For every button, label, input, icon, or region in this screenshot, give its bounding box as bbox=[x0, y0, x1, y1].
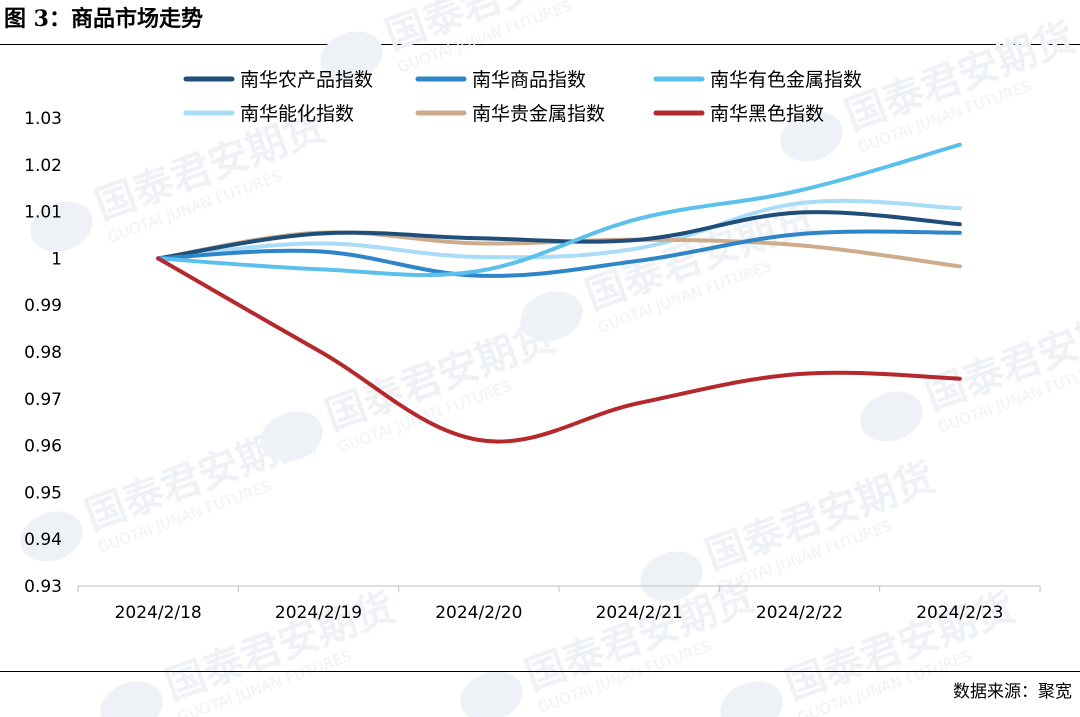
series-line bbox=[156, 229, 962, 278]
watermark-text: 国泰君安期货 bbox=[319, 314, 560, 439]
y-tick-label: 0.95 bbox=[24, 483, 62, 503]
y-tick-label: 0.97 bbox=[24, 390, 62, 410]
legend-label: 南华黑色指数 bbox=[710, 103, 824, 125]
watermark-logo-icon bbox=[320, 31, 383, 82]
y-tick-label: 1.01 bbox=[24, 203, 62, 223]
source-label: 数据来源： bbox=[953, 682, 1038, 702]
watermark-logo-icon bbox=[260, 411, 323, 462]
legend-item: 南华商品指数 bbox=[415, 69, 586, 91]
legend-label: 南华商品指数 bbox=[472, 69, 586, 91]
y-tick-label: 0.94 bbox=[24, 530, 62, 550]
watermark-logo-icon bbox=[30, 201, 93, 252]
series-layer bbox=[156, 142, 962, 444]
watermark-logo-icon bbox=[20, 511, 83, 562]
top-divider bbox=[0, 44, 1080, 45]
legend-item: 南华黑色指数 bbox=[653, 103, 824, 125]
axis-layer: 2024/2/18 2024/2/19 2024/2/20 2024/2/21 2024… bbox=[24, 109, 1041, 623]
page-title: 图 3：商品市场走势 bbox=[4, 6, 203, 32]
legend-label: 南华有色金属指数 bbox=[710, 69, 862, 91]
y-tick-label: 1.03 bbox=[24, 109, 62, 129]
watermark-logo-icon bbox=[780, 111, 843, 162]
legend-item: 南华能化指数 bbox=[183, 103, 354, 125]
y-tick-label: 0.93 bbox=[24, 577, 62, 597]
x-tick-label: 2024/2/20 bbox=[435, 603, 522, 623]
series-line bbox=[156, 142, 962, 278]
y-tick-label: 0.96 bbox=[24, 437, 62, 457]
y-tick-label: 1 bbox=[51, 249, 62, 269]
series-line bbox=[156, 198, 962, 261]
source-note: 数据来源：聚宽 bbox=[953, 680, 1072, 704]
legend-item: 南华有色金属指数 bbox=[653, 69, 862, 91]
bottom-divider bbox=[0, 671, 1080, 672]
watermark-logo-icon bbox=[640, 551, 703, 602]
watermark-text: 国泰君安期货 bbox=[699, 454, 940, 579]
x-tick-label: 2024/2/21 bbox=[596, 603, 683, 623]
watermark-logo-icon bbox=[720, 681, 783, 717]
y-tick-label: 1.02 bbox=[24, 156, 62, 176]
series-line bbox=[156, 256, 962, 444]
series-line bbox=[156, 210, 962, 261]
legend-label: 南华贵金属指数 bbox=[472, 103, 605, 125]
legend-item: 南华贵金属指数 bbox=[415, 103, 605, 125]
watermark-logo-icon bbox=[860, 391, 923, 442]
source-name: 聚宽 bbox=[1038, 682, 1072, 702]
watermark-logo-icon bbox=[100, 681, 163, 717]
legend-item: 南华农产品指数 bbox=[183, 69, 373, 91]
legend-label: 南华能化指数 bbox=[240, 103, 354, 125]
x-tick-label: 2024/2/19 bbox=[275, 603, 362, 623]
y-tick-label: 0.99 bbox=[24, 296, 62, 316]
x-tick-label: 2024/2/18 bbox=[115, 603, 202, 623]
watermark-text: 国泰君安期货 bbox=[839, 14, 1080, 139]
y-tick-label: 0.98 bbox=[24, 343, 62, 363]
x-tick-label: 2024/2/22 bbox=[756, 603, 843, 623]
watermark-logo-icon bbox=[460, 671, 523, 717]
legend-label: 南华农产品指数 bbox=[240, 69, 373, 91]
watermark-logo-icon bbox=[520, 291, 583, 342]
watermark-text: 国泰君安期货 bbox=[519, 574, 760, 699]
x-tick-label: 2024/2/23 bbox=[916, 603, 1003, 623]
